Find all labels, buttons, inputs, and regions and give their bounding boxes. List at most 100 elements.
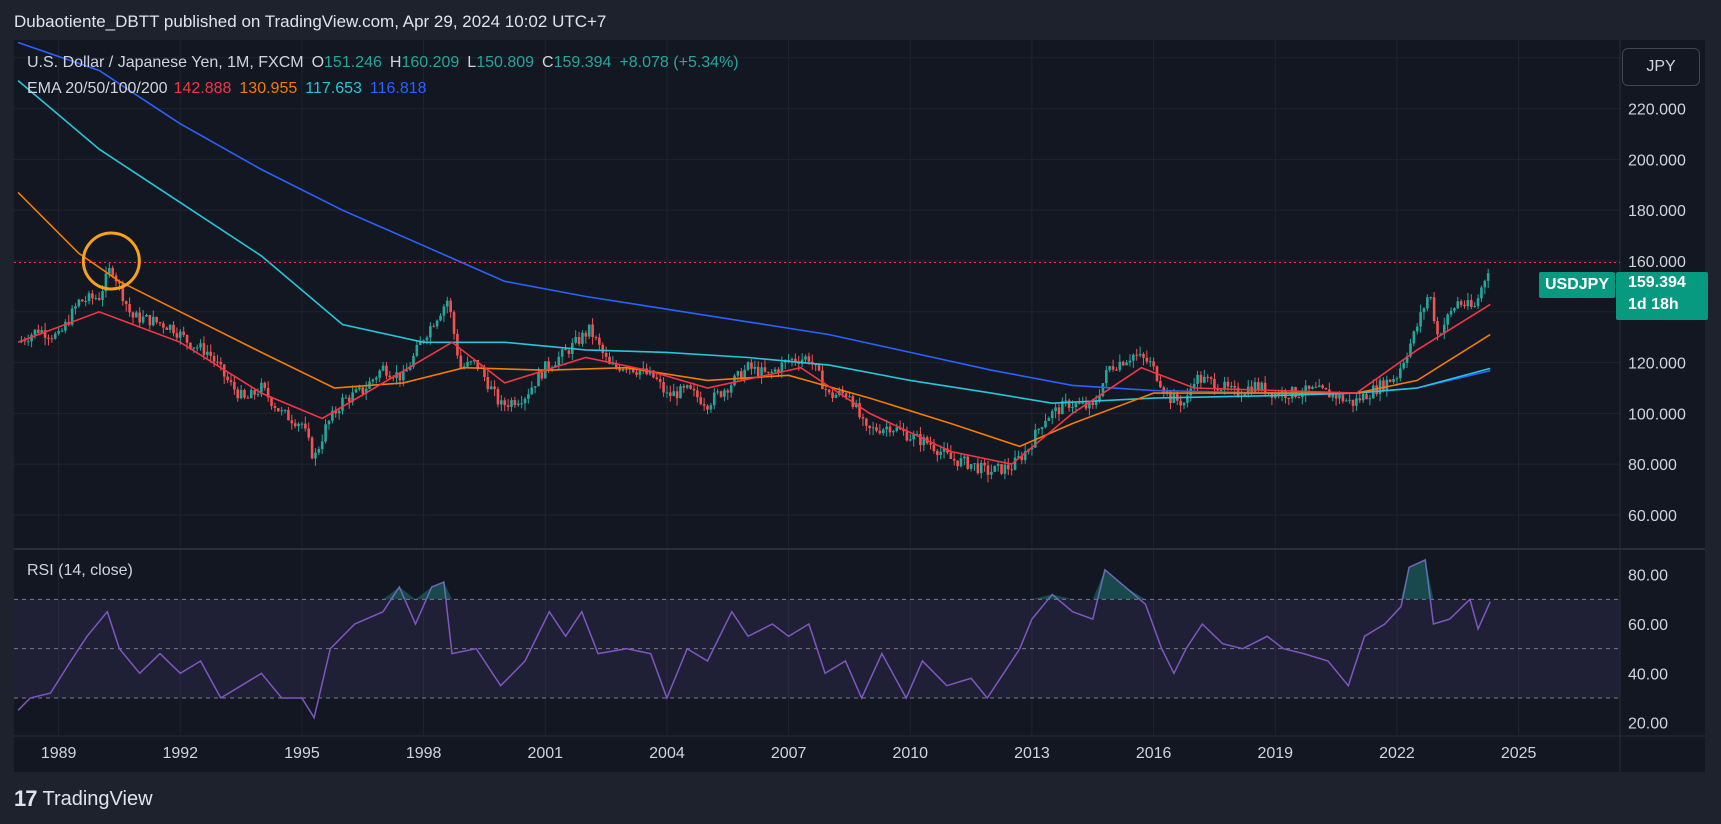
candle-body (1006, 464, 1010, 470)
rsi-legend[interactable]: RSI (14, close) (27, 562, 133, 579)
candle-body (912, 434, 915, 440)
candle-body (1365, 393, 1368, 400)
currency-button[interactable]: JPY (1622, 48, 1700, 86)
candle-body (530, 387, 534, 395)
candle-body (131, 312, 135, 318)
candle-body (800, 359, 804, 364)
candle-body (165, 327, 169, 330)
price-tick-label: 60.000 (1628, 508, 1677, 525)
rsi-overbought-fill (1092, 569, 1146, 600)
candle-body (540, 372, 544, 379)
candle-body (1138, 353, 1142, 356)
candle-body (560, 349, 564, 357)
candle-body (290, 420, 294, 424)
rsi-tick-label: 80.00 (1628, 568, 1668, 585)
candle-body (334, 410, 338, 414)
candle-body (567, 350, 571, 354)
candle-body (503, 400, 507, 406)
candle-body (172, 324, 175, 334)
candle-body (875, 427, 878, 431)
candle-body (1466, 300, 1470, 307)
candle-body (33, 329, 37, 335)
candle-body (1061, 400, 1064, 415)
candle-body (993, 465, 997, 472)
candle-body (1351, 399, 1355, 406)
candle-body (493, 386, 496, 390)
candle-body (212, 355, 216, 362)
candle-body (966, 456, 970, 469)
candle-body (1253, 382, 1257, 393)
candle-body (1426, 297, 1429, 309)
candle-body (178, 331, 182, 338)
candle-body (40, 330, 44, 333)
candle-body (669, 392, 672, 397)
candle-body (662, 382, 665, 393)
candle-body (408, 366, 412, 371)
rsi-tick-label: 40.00 (1628, 666, 1668, 683)
candle-body (976, 463, 980, 474)
candle-body (1436, 321, 1439, 335)
candle-body (124, 301, 128, 305)
candle-body (1392, 378, 1395, 382)
candle-body (1135, 354, 1139, 356)
candle-body (699, 397, 703, 405)
candle-body (1429, 297, 1433, 299)
candle-body (564, 349, 567, 351)
candle-body (1446, 314, 1449, 325)
ema50-line (17, 191, 1491, 448)
candle-body (1422, 308, 1426, 313)
candle-body (638, 371, 642, 375)
candle-body (121, 283, 125, 302)
candle-body (283, 409, 287, 411)
candle-body (77, 299, 81, 307)
candle-body (310, 437, 314, 459)
candle-body (1084, 402, 1088, 409)
candle-body (429, 326, 432, 338)
candle-body (1132, 354, 1135, 361)
candle-body (162, 323, 165, 328)
candle-body (1047, 418, 1051, 421)
candle-body (1311, 386, 1314, 389)
candle-body (1148, 361, 1152, 363)
candle-body (74, 306, 77, 309)
candle-body (915, 433, 919, 435)
candle-body (1243, 394, 1247, 396)
candle-body (1473, 306, 1476, 308)
candle-body (986, 465, 990, 475)
candle-body (476, 359, 479, 368)
brand-name: TradingView (42, 787, 153, 810)
candle-body (1010, 469, 1013, 471)
candle-body (206, 351, 209, 355)
candle-body (270, 397, 273, 406)
ema-legend[interactable]: EMA 20/50/100/200 142.888 130.955 117.653 11… (27, 80, 427, 98)
candle-body (844, 393, 848, 397)
candle-body (327, 420, 331, 425)
candle-body (729, 385, 733, 393)
candle-body (97, 298, 101, 300)
candle-body (260, 382, 263, 395)
candle-body (510, 400, 513, 407)
candle-body (827, 389, 831, 393)
ema100-line (17, 79, 1491, 405)
candle-body (371, 379, 375, 382)
footer-brand[interactable]: 17 TradingView (14, 786, 153, 812)
candle-body (1040, 427, 1044, 430)
symbol-price-badge: USDJPY (1539, 272, 1615, 298)
candle-body (1476, 298, 1480, 307)
candle-body (354, 389, 358, 393)
candle-body (185, 335, 189, 343)
candle-body (87, 293, 91, 302)
candle-body (324, 424, 327, 442)
candle-body (1442, 324, 1446, 334)
candle-body (1301, 395, 1304, 398)
time-tick-label: 1998 (406, 745, 442, 762)
candle-body (733, 375, 736, 386)
candle-body (1034, 429, 1037, 448)
candle-body (30, 334, 33, 342)
candle-body (736, 371, 740, 376)
candle-body (787, 359, 790, 361)
candle-body (973, 463, 976, 465)
change-value: +8.078 (+5.34%) (619, 54, 739, 71)
candle-body (135, 312, 138, 318)
